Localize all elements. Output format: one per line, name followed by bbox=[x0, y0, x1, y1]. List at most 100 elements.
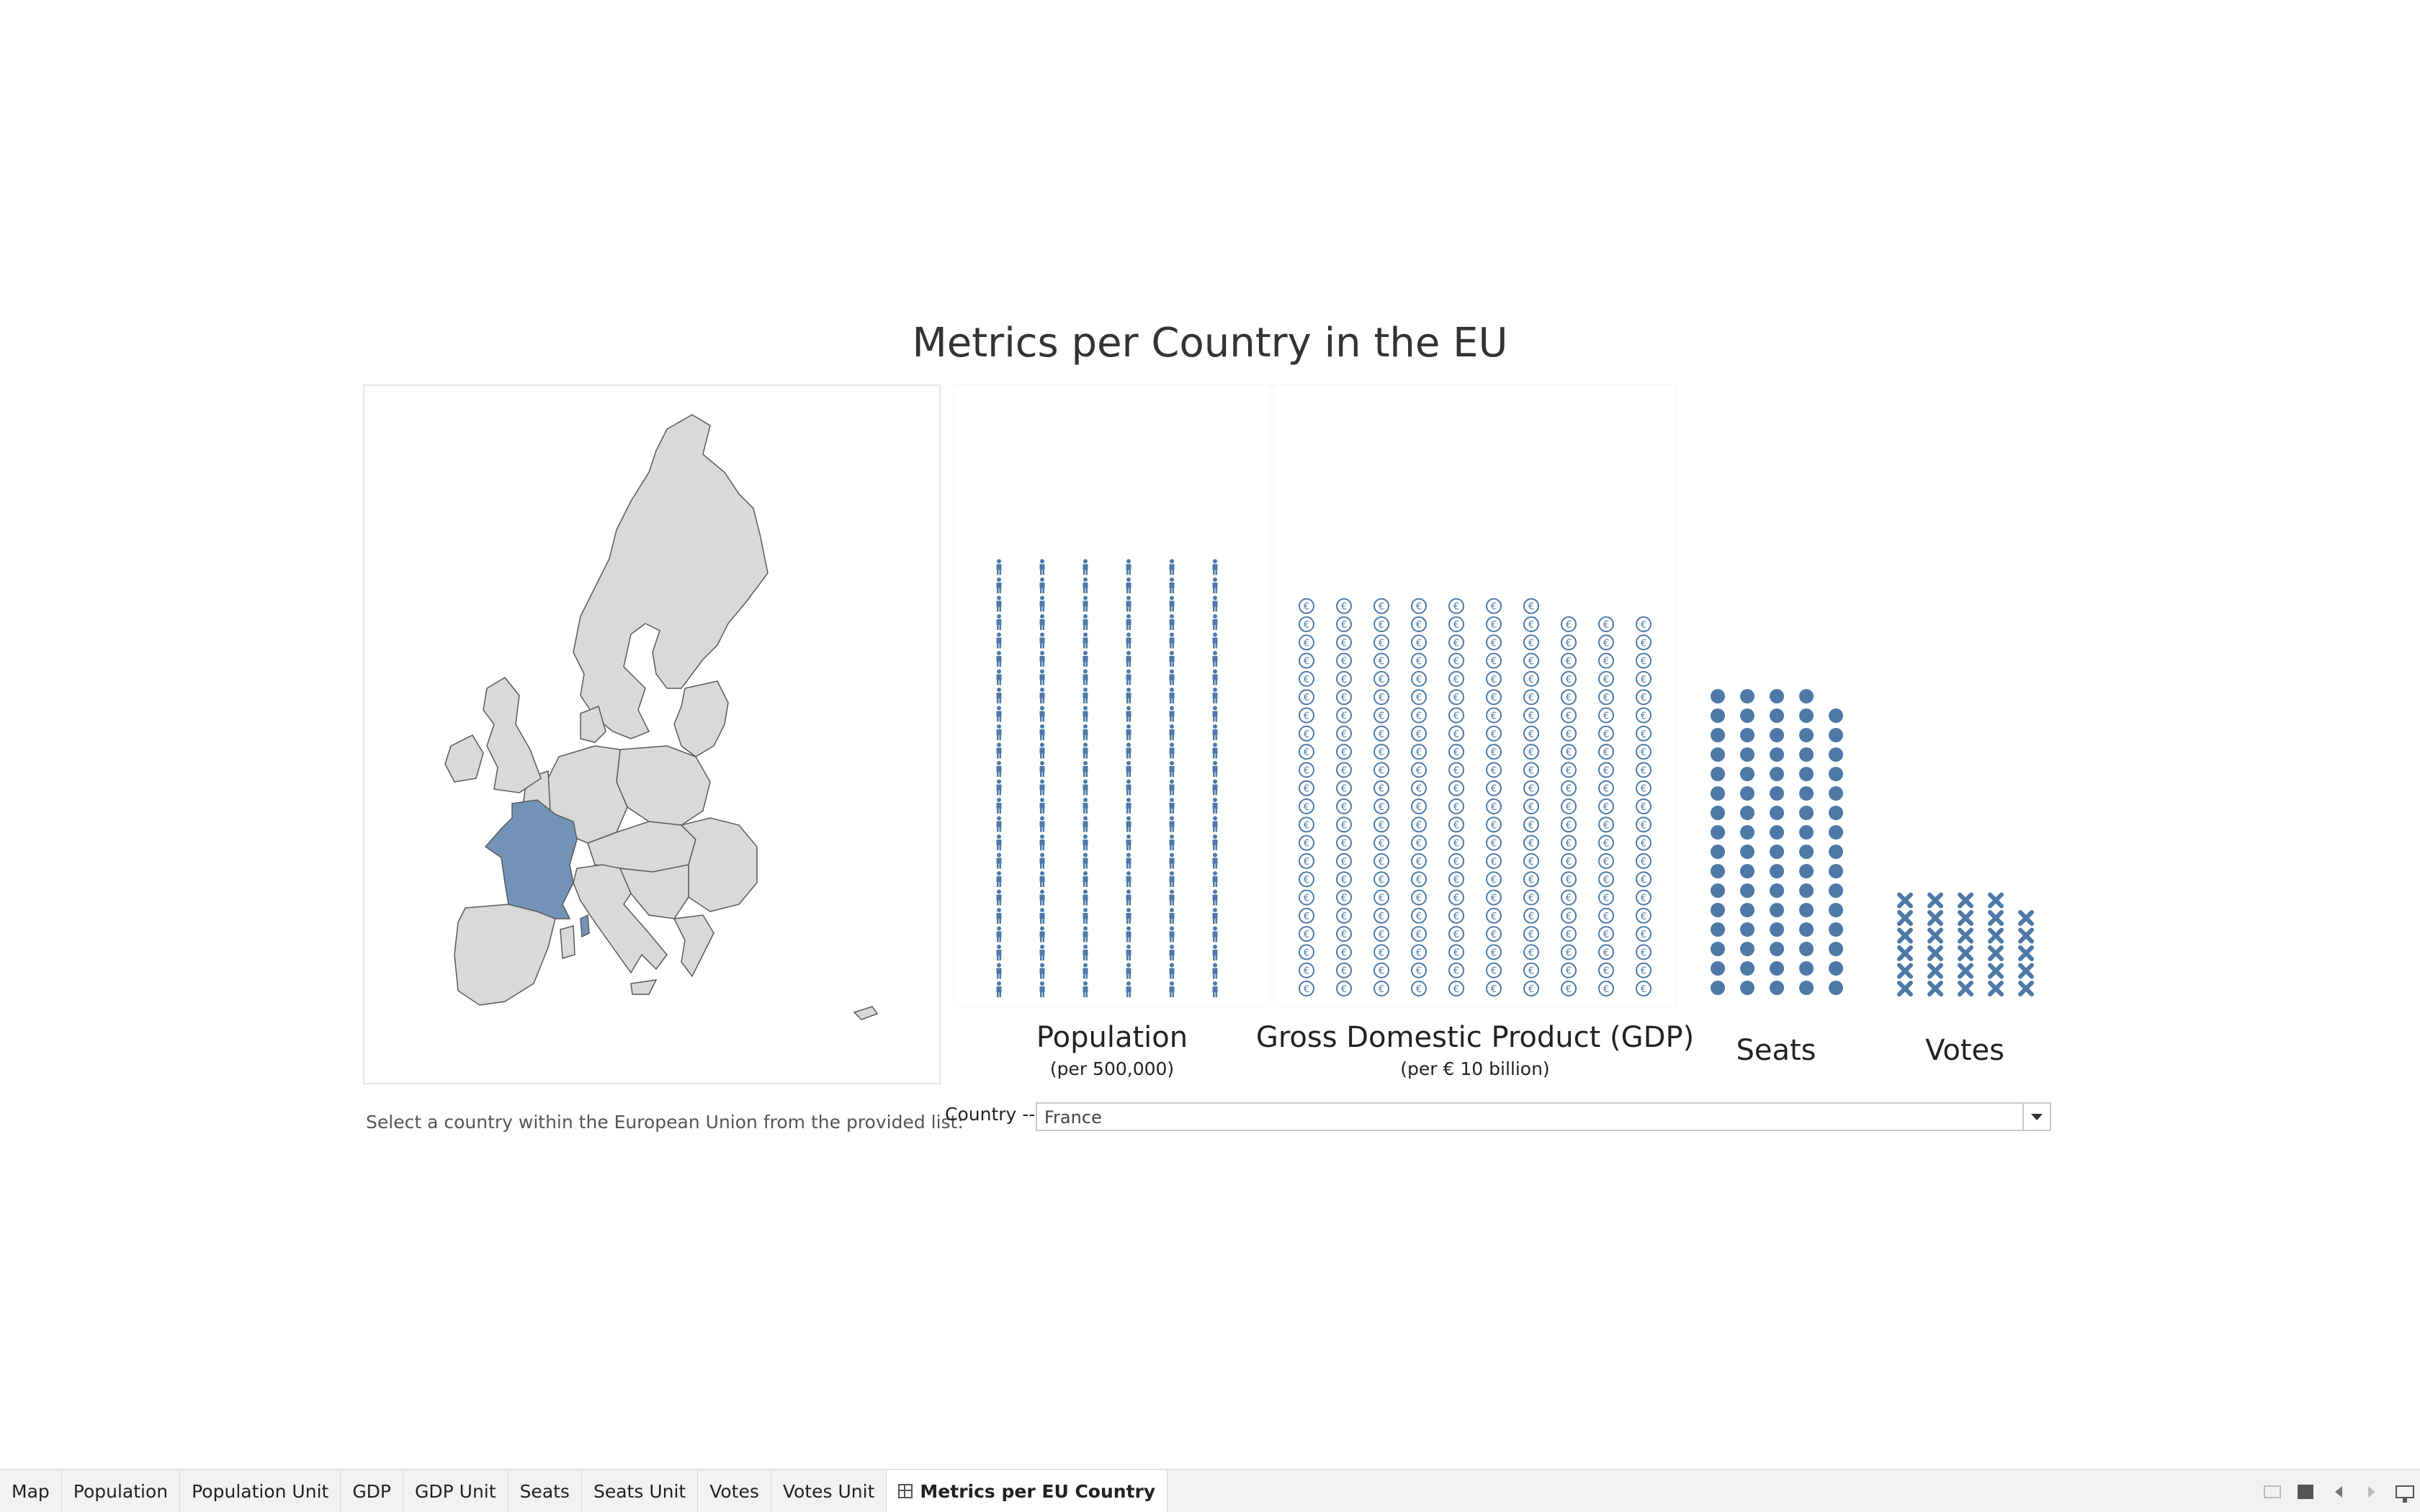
population-unit-person[interactable] bbox=[996, 981, 1002, 997]
votes-unit-cross[interactable] bbox=[2018, 981, 2034, 996]
seats-unit-dot[interactable] bbox=[1711, 708, 1725, 723]
gdp-unit-coin[interactable]: € bbox=[1598, 834, 1614, 851]
population-unit-person[interactable] bbox=[1039, 871, 1045, 887]
population-unit-person[interactable] bbox=[996, 908, 1002, 924]
seats-unit-dot[interactable] bbox=[1799, 903, 1814, 917]
seats-unit-dot[interactable] bbox=[1799, 961, 1814, 976]
gdp-unit-coin[interactable]: € bbox=[1598, 780, 1614, 796]
gdp-unit-coin[interactable]: € bbox=[1636, 744, 1652, 760]
votes-unit-cross[interactable] bbox=[1988, 963, 2004, 979]
seats-unit-dot[interactable] bbox=[1799, 981, 1814, 995]
gdp-unit-coin[interactable]: € bbox=[1373, 762, 1389, 778]
population-unit-person[interactable] bbox=[1212, 908, 1218, 924]
population-unit-person[interactable] bbox=[1169, 724, 1175, 740]
gdp-unit-coin[interactable]: € bbox=[1561, 907, 1577, 924]
gdp-unit-coin[interactable]: € bbox=[1561, 652, 1577, 669]
eu-map[interactable] bbox=[363, 384, 941, 1084]
population-unit-person[interactable] bbox=[1083, 889, 1088, 906]
seats-unit-dot[interactable] bbox=[1829, 825, 1843, 840]
population-unit-person[interactable] bbox=[1039, 945, 1045, 960]
gdp-unit-coin[interactable]: € bbox=[1636, 670, 1652, 687]
seats-unit-dot[interactable] bbox=[1711, 922, 1725, 937]
gdp-unit-coin[interactable]: € bbox=[1598, 907, 1614, 924]
population-unit-person[interactable] bbox=[1083, 688, 1088, 703]
population-unit-person[interactable] bbox=[1212, 669, 1218, 685]
population-unit-person[interactable] bbox=[996, 889, 1002, 906]
population-unit-person[interactable] bbox=[1083, 926, 1088, 942]
population-unit-person[interactable] bbox=[1039, 595, 1045, 612]
gdp-unit-coin[interactable]: € bbox=[1636, 907, 1652, 924]
gdp-unit-coin[interactable]: € bbox=[1299, 634, 1314, 651]
votes-unit-cross[interactable] bbox=[1897, 910, 1913, 926]
gdp-unit-coin[interactable]: € bbox=[1373, 634, 1389, 651]
gdp-unit-coin[interactable]: € bbox=[1299, 981, 1314, 996]
gdp-unit-coin[interactable]: € bbox=[1299, 907, 1314, 924]
gdp-unit-coin[interactable]: € bbox=[1336, 689, 1352, 706]
votes-unit-cross[interactable] bbox=[1897, 927, 1913, 944]
gdp-unit-coin[interactable]: € bbox=[1636, 962, 1652, 978]
gdp-unit-coin[interactable]: € bbox=[1523, 598, 1539, 614]
seats-unit-dot[interactable] bbox=[1740, 903, 1754, 917]
population-unit-person[interactable] bbox=[1039, 889, 1045, 906]
population-unit-person[interactable] bbox=[1083, 779, 1088, 796]
gdp-unit-coin[interactable]: € bbox=[1636, 926, 1652, 942]
votes-unit-cross[interactable] bbox=[1927, 945, 1943, 961]
population-unit-person[interactable] bbox=[1039, 688, 1045, 703]
gdp-unit-coin[interactable]: € bbox=[1373, 852, 1389, 869]
gdp-unit-coin[interactable]: € bbox=[1523, 816, 1539, 833]
population-unit-person[interactable] bbox=[1212, 816, 1218, 832]
gdp-unit-coin[interactable]: € bbox=[1336, 962, 1352, 978]
population-unit-person[interactable] bbox=[996, 798, 1002, 814]
votes-unit-cross[interactable] bbox=[1927, 927, 1943, 944]
gdp-unit-coin[interactable]: € bbox=[1486, 852, 1502, 869]
gdp-unit-coin[interactable]: € bbox=[1336, 744, 1352, 760]
population-unit-person[interactable] bbox=[996, 834, 1002, 850]
population-unit-person[interactable] bbox=[1169, 889, 1175, 906]
population-unit-person[interactable] bbox=[1126, 761, 1131, 777]
seats-unit-dot[interactable] bbox=[1829, 864, 1843, 878]
gdp-unit-coin[interactable]: € bbox=[1448, 634, 1464, 651]
gdp-unit-coin[interactable]: € bbox=[1598, 981, 1614, 996]
gdp-unit-coin[interactable]: € bbox=[1299, 780, 1314, 796]
gdp-unit-coin[interactable]: € bbox=[1636, 798, 1652, 814]
population-unit-person[interactable] bbox=[1083, 614, 1088, 630]
population-unit-person[interactable] bbox=[1126, 945, 1131, 960]
gdp-unit-coin[interactable]: € bbox=[1448, 744, 1464, 760]
tab-seats-unit[interactable]: Seats Unit bbox=[582, 1470, 699, 1512]
votes-unit-cross[interactable] bbox=[1958, 910, 1973, 926]
seats-unit-dot[interactable] bbox=[1799, 864, 1814, 878]
gdp-unit-coin[interactable]: € bbox=[1448, 962, 1464, 978]
gdp-unit-coin[interactable]: € bbox=[1411, 907, 1427, 924]
tab-gdp-unit[interactable]: GDP Unit bbox=[403, 1470, 508, 1512]
population-unit-person[interactable] bbox=[996, 871, 1002, 887]
gdp-unit-coin[interactable]: € bbox=[1411, 780, 1427, 796]
gdp-unit-coin[interactable]: € bbox=[1373, 744, 1389, 760]
gdp-unit-coin[interactable]: € bbox=[1523, 962, 1539, 978]
gdp-unit-coin[interactable]: € bbox=[1561, 852, 1577, 869]
seats-unit-dot[interactable] bbox=[1829, 981, 1843, 995]
population-unit-person[interactable] bbox=[1039, 577, 1045, 593]
votes-unit-cross[interactable] bbox=[1927, 910, 1943, 926]
gdp-unit-coin[interactable]: € bbox=[1299, 798, 1314, 814]
gdp-unit-coin[interactable]: € bbox=[1448, 616, 1464, 632]
gdp-unit-coin[interactable]: € bbox=[1598, 670, 1614, 687]
gdp-unit-coin[interactable]: € bbox=[1561, 926, 1577, 942]
tab-seats[interactable]: Seats bbox=[508, 1470, 582, 1512]
gdp-unit-coin[interactable]: € bbox=[1523, 926, 1539, 942]
population-unit-person[interactable] bbox=[996, 651, 1002, 667]
gdp-unit-coin[interactable]: € bbox=[1299, 871, 1314, 888]
votes-unit-cross[interactable] bbox=[1988, 945, 2004, 961]
dropdown-arrow-icon[interactable] bbox=[2022, 1104, 2050, 1130]
population-unit-person[interactable] bbox=[1169, 559, 1175, 575]
population-unit-person[interactable] bbox=[1126, 798, 1131, 814]
gdp-unit-coin[interactable]: € bbox=[1486, 798, 1502, 814]
gdp-unit-coin[interactable]: € bbox=[1336, 907, 1352, 924]
gdp-unit-coin[interactable]: € bbox=[1336, 981, 1352, 996]
filmstrip-view-icon[interactable] bbox=[2262, 1481, 2283, 1503]
seats-unit-dot[interactable] bbox=[1740, 747, 1754, 762]
population-unit-person[interactable] bbox=[1212, 945, 1218, 960]
population-unit-person[interactable] bbox=[1126, 669, 1131, 685]
population-unit-person[interactable] bbox=[1083, 981, 1088, 997]
gdp-unit-coin[interactable]: € bbox=[1336, 652, 1352, 669]
population-unit-person[interactable] bbox=[1169, 834, 1175, 850]
